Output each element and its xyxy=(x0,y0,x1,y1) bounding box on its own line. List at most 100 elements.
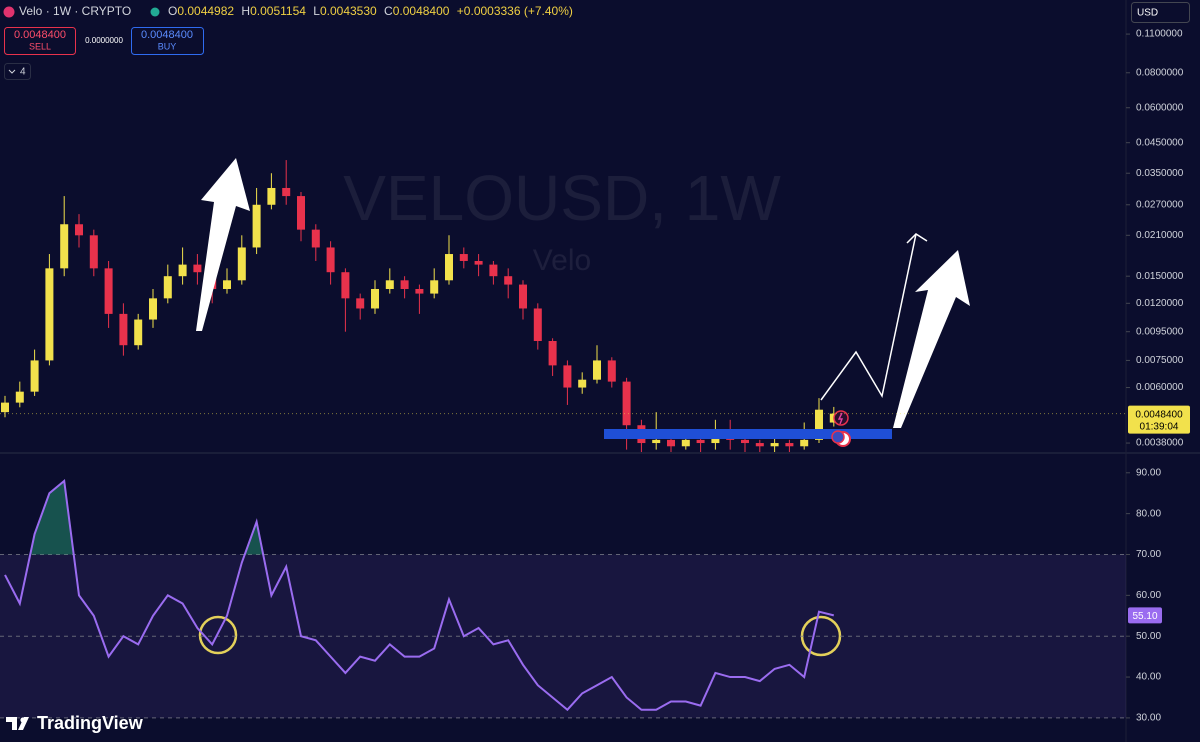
watermark-title: VELOUSD, 1W xyxy=(343,162,781,234)
y-tick-label: 0.0450000 xyxy=(1136,137,1184,148)
logo-text: TradingView xyxy=(37,713,144,733)
candle-body xyxy=(193,264,202,273)
candle-body xyxy=(237,247,246,281)
rsi-line xyxy=(4,479,835,712)
candle-body xyxy=(267,187,276,205)
candle-body xyxy=(474,260,483,265)
path-drawing xyxy=(906,233,928,244)
last-price-badge xyxy=(1128,405,1190,434)
toggle-box xyxy=(4,63,31,80)
support-zone xyxy=(604,429,892,439)
candle-body xyxy=(563,365,572,388)
candle-body xyxy=(519,284,527,309)
candle-body xyxy=(622,381,631,426)
candle-body xyxy=(134,319,143,346)
sell-label: SELL xyxy=(29,41,51,51)
candle-body xyxy=(533,308,542,341)
symbol-icon xyxy=(3,6,15,18)
candle-body xyxy=(755,443,764,447)
candle-body xyxy=(15,391,24,403)
y-tick-label: 0.0060000 xyxy=(1136,382,1184,393)
arrow-drawing xyxy=(893,250,970,428)
y-tick-label: 0.0150000 xyxy=(1136,271,1184,282)
path-drawing xyxy=(820,233,917,401)
ohlc: O0.0044982 H0.0051154 L0.0043530 C0.0048… xyxy=(168,4,573,18)
buy-box xyxy=(131,27,204,55)
candle-body xyxy=(430,280,439,294)
y-tick-label: 80.00 xyxy=(1136,508,1161,519)
candle-body xyxy=(89,235,98,269)
arrow-drawing xyxy=(196,158,250,331)
candle-body xyxy=(385,280,394,289)
candle-body xyxy=(119,313,128,346)
rsi-last-label: 55.10 xyxy=(1132,611,1157,622)
indicators-toggle[interactable]: 4 xyxy=(4,63,31,80)
ohlc-key: C xyxy=(384,4,393,18)
candle-body xyxy=(445,254,453,281)
brand-logo: TradingView xyxy=(6,713,144,733)
y-tick-label: 0.0270000 xyxy=(1136,199,1184,210)
y-tick-label: 0.0600000 xyxy=(1136,102,1184,113)
y-tick-label: 0.0038000 xyxy=(1136,438,1184,449)
highlight-circle xyxy=(198,615,238,655)
currency-select[interactable]: USD xyxy=(1131,2,1190,23)
sell-button[interactable]: 0.0048400 SELL xyxy=(4,27,76,55)
candle-body xyxy=(593,360,601,380)
y-tick-label: 0.0800000 xyxy=(1136,67,1184,78)
ohlc-value: 0.0043530 xyxy=(320,4,377,18)
candle-body xyxy=(815,409,823,440)
event-icons[interactable] xyxy=(831,410,851,447)
candle-body xyxy=(30,360,39,392)
y-tick-label: 0.0120000 xyxy=(1136,298,1184,309)
candle-body xyxy=(223,280,231,289)
y-tick-label: 30.00 xyxy=(1136,713,1161,724)
chevron xyxy=(8,69,16,74)
y-tick-label: 0.1100000 xyxy=(1136,29,1183,40)
change: +0.0003336 (+7.40%) xyxy=(457,4,573,18)
candle-body xyxy=(652,439,661,444)
indicator-count: 4 xyxy=(20,67,26,78)
ohlc-key: O xyxy=(168,4,177,18)
candle-body xyxy=(60,224,69,269)
y-tick-label: 50.00 xyxy=(1136,631,1161,642)
candle-body xyxy=(459,254,468,261)
candle-body xyxy=(741,439,749,444)
candle-body xyxy=(163,276,172,299)
candle-body xyxy=(341,272,350,299)
candle-body xyxy=(149,298,157,320)
buy-price: 0.0048400 xyxy=(141,29,193,41)
y-tick-label: 40.00 xyxy=(1136,672,1161,683)
candle-body xyxy=(770,443,779,447)
candle-body xyxy=(326,247,335,273)
symbol: Velo · 1W · CRYPTO xyxy=(19,4,131,18)
overbought-fill xyxy=(30,480,264,555)
candle-body xyxy=(356,298,365,309)
candle-body xyxy=(578,379,587,388)
sell-price: 0.0048400 xyxy=(14,29,66,41)
candle-body xyxy=(311,229,320,248)
rsi-badge xyxy=(1128,607,1162,624)
candle-body xyxy=(504,276,513,285)
candle-body xyxy=(178,264,187,277)
candle-body xyxy=(252,204,261,248)
y-tick-label: 90.00 xyxy=(1136,467,1161,478)
candle-body xyxy=(681,439,690,447)
candle-body xyxy=(489,264,498,277)
candle-body xyxy=(282,187,291,197)
sell-box xyxy=(4,27,76,55)
watermark-subtitle: Velo xyxy=(533,244,591,277)
ohlc-value: 0.0044982 xyxy=(177,4,234,18)
candle-body xyxy=(696,439,705,444)
candle-body xyxy=(415,288,424,294)
buy-button[interactable]: 0.0048400 BUY xyxy=(131,27,204,55)
event-icon xyxy=(833,410,849,426)
currency: USD xyxy=(1137,8,1158,19)
candle-body xyxy=(45,268,54,361)
status-dot[interactable] xyxy=(150,7,160,17)
y-tick-label: 70.00 xyxy=(1136,549,1161,560)
y-tick-label: 0.0210000 xyxy=(1136,230,1184,241)
ohlc-key: L xyxy=(313,4,320,18)
candle-body xyxy=(785,443,794,447)
buy-label: BUY xyxy=(158,41,177,51)
y-tick-label: 60.00 xyxy=(1136,590,1161,601)
